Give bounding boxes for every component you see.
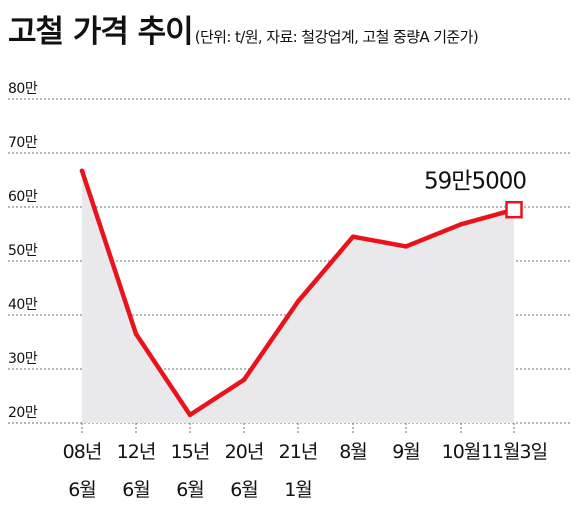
- x-tick-label-line2-2: 6월: [176, 479, 204, 501]
- y-tick-label-1: 30만: [8, 351, 38, 367]
- x-tick-label-3: 20년: [225, 441, 264, 463]
- chart-title: 고철 가격 추이: [8, 14, 194, 50]
- y-tick-label-3: 50만: [8, 243, 38, 259]
- data-point-4: [295, 299, 301, 304]
- data-point-5: [350, 234, 356, 239]
- data-label-latest: 59만5000: [424, 169, 526, 195]
- data-point-3: [241, 377, 247, 382]
- label-layer: 20만 30만 40만 50만 60만 70만 80만 59만5000 08년 6월 12년 6월 15…: [8, 81, 548, 501]
- data-point-6: [403, 244, 409, 249]
- area-layer: [82, 170, 514, 423]
- y-tick-label-2: 40만: [8, 297, 38, 313]
- data-point-1: [133, 331, 139, 337]
- y-tick-label-0: 20만: [8, 405, 38, 421]
- x-tick-label-line2-0: 6월: [68, 479, 96, 501]
- data-point-7: [458, 222, 464, 227]
- data-point-2: [187, 412, 193, 418]
- x-tick-label-1: 12년: [117, 441, 156, 463]
- x-tick-label-6: 9월: [392, 441, 420, 463]
- x-tick-label-line2-4: 1월: [284, 479, 312, 501]
- x-tick-label-4: 21년: [279, 441, 318, 463]
- y-tick-label-6: 80만: [8, 81, 38, 97]
- x-tick-label-5: 8월: [339, 441, 367, 463]
- chart-subtitle: (단위: t/원, 자료: 철강업계, 고철 중량A 기준가): [194, 28, 479, 46]
- y-tick-label-4: 60만: [8, 189, 38, 205]
- data-point-0: [79, 168, 85, 174]
- x-tick-label-2: 15년: [171, 441, 210, 463]
- y-tick-label-5: 70만: [8, 135, 38, 151]
- line-layer: [79, 168, 523, 418]
- x-tick-label-8: 11월3일: [481, 441, 547, 463]
- x-tick-label-0: 08년: [63, 441, 102, 463]
- title-row: 고철 가격 추이 (단위: t/원, 자료: 철강업계, 고철 중량A 기준가): [8, 6, 479, 51]
- last-point-marker: [505, 200, 523, 219]
- x-tick-label-7: 10월: [442, 441, 481, 463]
- x-tick-label-line2-1: 6월: [122, 479, 150, 501]
- area-fill: [82, 170, 514, 423]
- x-tick-label-line2-3: 6월: [230, 479, 258, 501]
